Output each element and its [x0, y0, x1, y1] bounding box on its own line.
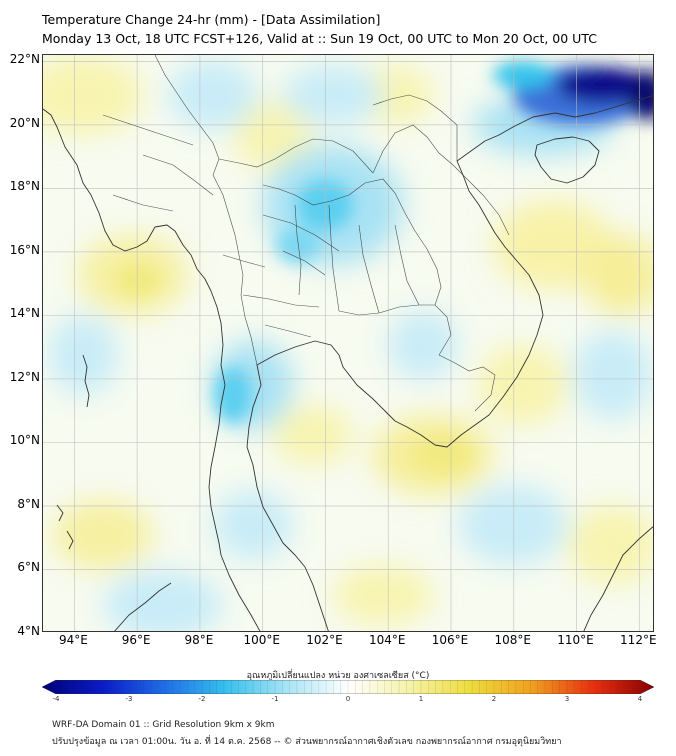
latitude-label: 12°N	[9, 369, 40, 384]
warm-area	[583, 235, 653, 315]
cold-area	[558, 67, 648, 103]
colorbar-tick-label: -3	[125, 695, 133, 703]
country-borders	[102, 55, 510, 412]
coastline-south-china	[456, 95, 653, 162]
warm-area	[478, 345, 568, 425]
colorbar-tick-marks	[55, 680, 641, 694]
cold-area	[168, 60, 258, 130]
warm-area	[333, 565, 433, 625]
border-vietnam-china	[372, 94, 458, 161]
coastline-gulf	[256, 160, 544, 448]
colorbar-tick-label: -1	[271, 695, 279, 703]
border-thailand-myanmar	[212, 174, 258, 366]
colorbar-tick-label: 4	[637, 695, 643, 703]
colorbar-tick-label: -4	[52, 695, 60, 703]
longitude-label: 100°E	[243, 633, 280, 647]
cold-area	[458, 485, 568, 565]
colorbar	[42, 680, 654, 694]
coastline-hainan	[534, 136, 600, 184]
border-cambodia-vietnam	[438, 354, 496, 412]
temperature-change-map	[43, 55, 653, 631]
latitude-label: 20°N	[9, 115, 40, 130]
coastline-malay-peninsula-east	[246, 364, 329, 631]
colorbar-tick-label: 3	[564, 695, 570, 703]
longitude-label: 112°E	[620, 633, 657, 647]
footer-credits: ปรับปรุงข้อมูล ณ เวลา 01:00น. วัน อ. ที่…	[52, 737, 562, 747]
cold-area	[213, 490, 293, 560]
latitude-label: 10°N	[9, 433, 40, 448]
latitude-label: 4°N	[17, 624, 40, 638]
cold-area	[103, 570, 223, 631]
colorbar-tick-label: 1	[418, 695, 424, 703]
longitude-label: 94°E	[58, 633, 88, 647]
border-laos-vietnam	[372, 124, 510, 236]
border-laos-china	[218, 138, 374, 174]
cold-area	[388, 310, 458, 380]
cold-area	[627, 70, 653, 120]
cold-area	[493, 61, 553, 89]
warm-area	[233, 100, 313, 170]
coastline-andaman	[82, 354, 90, 408]
longitude-label: 104°E	[368, 633, 406, 647]
border-myanmar-china	[154, 55, 220, 176]
colorbar-tick-label: 2	[491, 695, 497, 703]
map-title: Temperature Change 24-hr (mm) - [Data As…	[42, 12, 381, 27]
cold-area	[297, 180, 353, 230]
coastlines	[43, 95, 653, 631]
longitude-label: 102°E	[306, 633, 343, 647]
latitude-label: 18°N	[9, 179, 40, 194]
coastline-sumatra	[114, 582, 172, 631]
warm-area	[415, 437, 471, 473]
colorbar-tick-label: -2	[198, 695, 206, 703]
colorbar-bar	[42, 680, 654, 694]
latitude-label: 6°N	[17, 560, 40, 575]
coastline-malay-peninsula	[220, 554, 261, 631]
warm-area	[43, 55, 143, 135]
latitude-label: 14°N	[9, 306, 40, 321]
coastline-nicobar	[56, 504, 74, 550]
longitude-label: 98°E	[184, 633, 214, 647]
coastline-borneo	[583, 526, 653, 631]
latitude-label: 8°N	[17, 496, 40, 511]
map-panel	[42, 54, 654, 632]
warm-area	[116, 264, 160, 296]
colorbar-title: อุณหภูมิเปลี่ยนแปลง หน่วย องศาเซลเซียส (…	[246, 671, 430, 681]
footer-model-info: WRF-DA Domain 01 :: Grid Resolution 9km …	[52, 720, 275, 730]
longitude-label: 110°E	[557, 633, 594, 647]
strong-anomaly-field	[116, 61, 653, 473]
cold-area	[573, 330, 653, 420]
longitude-label: 106°E	[431, 633, 469, 647]
warm-area	[53, 500, 153, 570]
coastline-myanmar	[43, 108, 226, 556]
warm-area	[273, 405, 353, 465]
latitude-label: 16°N	[9, 242, 40, 257]
longitude-label: 108°E	[494, 633, 532, 647]
colorbar-tick-label: 0	[345, 695, 351, 703]
longitude-label: 96°E	[121, 633, 151, 647]
map-subtitle: Monday 13 Oct, 18 UTC FCST+126, Valid at…	[42, 31, 597, 46]
cold-area	[276, 227, 320, 263]
graticule	[43, 55, 653, 631]
warm-area	[568, 505, 653, 585]
latitude-label: 22°N	[9, 52, 40, 67]
cold-area	[283, 65, 383, 125]
border-province-grid	[102, 114, 420, 338]
border-thailand-laos	[262, 178, 442, 306]
